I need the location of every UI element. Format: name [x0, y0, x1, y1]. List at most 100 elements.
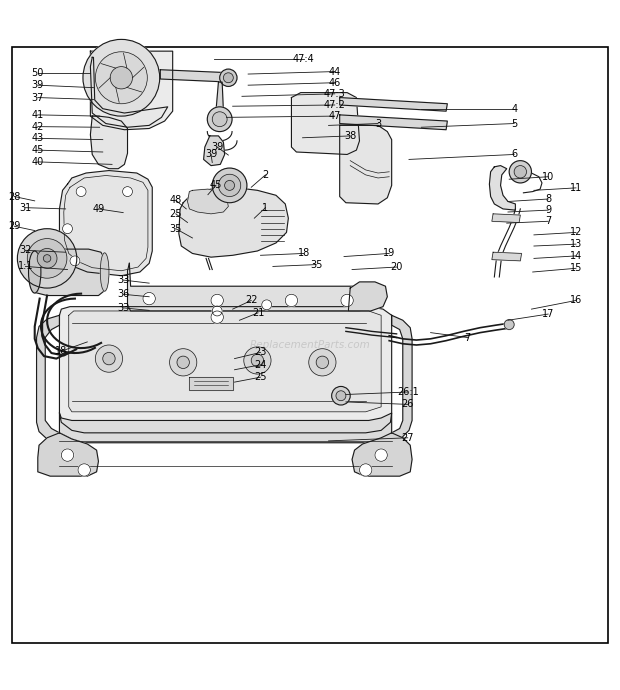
Text: 47:2: 47:2 — [324, 100, 346, 110]
Text: 42: 42 — [32, 121, 44, 132]
Text: 45: 45 — [32, 145, 44, 155]
Polygon shape — [352, 433, 412, 476]
Polygon shape — [179, 187, 288, 257]
Text: 26: 26 — [402, 400, 414, 409]
Text: 6: 6 — [511, 150, 517, 159]
Text: 16: 16 — [570, 295, 582, 306]
Polygon shape — [492, 214, 520, 222]
Polygon shape — [203, 136, 224, 166]
Polygon shape — [60, 413, 392, 443]
Text: 50: 50 — [32, 68, 44, 78]
Circle shape — [309, 348, 336, 376]
Circle shape — [375, 449, 388, 462]
Text: 19: 19 — [383, 248, 396, 259]
Circle shape — [95, 52, 148, 104]
Text: 47:3: 47:3 — [324, 89, 345, 99]
Circle shape — [212, 306, 222, 316]
Text: 24: 24 — [254, 359, 267, 370]
Circle shape — [211, 311, 223, 324]
Text: 11: 11 — [570, 183, 582, 193]
Circle shape — [212, 112, 227, 127]
Text: 28: 28 — [8, 192, 20, 201]
Text: 47:4: 47:4 — [293, 55, 315, 64]
Text: 9: 9 — [545, 205, 551, 215]
Text: 29: 29 — [8, 221, 20, 231]
Circle shape — [224, 181, 234, 190]
Text: 39: 39 — [211, 142, 223, 152]
Polygon shape — [340, 115, 448, 130]
Ellipse shape — [29, 251, 41, 293]
Circle shape — [316, 356, 329, 368]
Circle shape — [336, 391, 346, 401]
Polygon shape — [60, 170, 153, 276]
Circle shape — [262, 300, 272, 310]
Circle shape — [244, 347, 271, 374]
Polygon shape — [348, 282, 388, 311]
Text: 1:1: 1:1 — [18, 262, 33, 271]
Text: 12: 12 — [570, 228, 582, 237]
Circle shape — [70, 256, 80, 266]
Text: 37: 37 — [32, 92, 44, 103]
Text: 3: 3 — [375, 119, 381, 128]
Circle shape — [143, 293, 156, 305]
Circle shape — [95, 345, 123, 372]
Circle shape — [211, 294, 223, 306]
Text: 33: 33 — [117, 303, 130, 313]
Circle shape — [285, 294, 298, 306]
Polygon shape — [392, 315, 412, 443]
Text: 39: 39 — [32, 80, 44, 90]
Text: 4: 4 — [511, 104, 517, 114]
Text: 5: 5 — [511, 119, 517, 128]
Text: 25: 25 — [169, 209, 182, 219]
Text: 2: 2 — [262, 170, 268, 180]
Text: 18: 18 — [298, 248, 310, 259]
Circle shape — [218, 175, 241, 197]
Text: 15: 15 — [570, 264, 582, 273]
Text: 14: 14 — [570, 251, 582, 261]
Polygon shape — [216, 82, 223, 116]
Circle shape — [83, 39, 160, 116]
Text: ReplacementParts.com: ReplacementParts.com — [250, 340, 370, 350]
Text: 36: 36 — [117, 289, 130, 299]
Text: 26:1: 26:1 — [397, 387, 419, 397]
Circle shape — [37, 248, 57, 268]
Polygon shape — [91, 51, 172, 130]
Polygon shape — [189, 377, 232, 390]
Text: 8: 8 — [545, 194, 551, 204]
Text: 39: 39 — [205, 150, 217, 159]
Text: 18: 18 — [55, 346, 68, 356]
Polygon shape — [187, 189, 228, 214]
Text: 44: 44 — [329, 66, 341, 77]
Circle shape — [341, 294, 353, 306]
Circle shape — [76, 186, 86, 197]
Text: 45: 45 — [210, 180, 222, 190]
Polygon shape — [340, 126, 392, 204]
Circle shape — [103, 353, 115, 365]
Polygon shape — [38, 433, 99, 476]
Polygon shape — [340, 97, 448, 111]
Polygon shape — [128, 264, 373, 311]
Polygon shape — [91, 116, 128, 168]
Text: 27: 27 — [402, 433, 414, 443]
Text: 40: 40 — [32, 157, 44, 167]
Polygon shape — [37, 315, 60, 443]
Text: 7: 7 — [545, 216, 551, 226]
Circle shape — [504, 319, 514, 330]
Text: 32: 32 — [19, 246, 32, 255]
Circle shape — [251, 354, 264, 366]
Text: 35: 35 — [310, 259, 322, 270]
Circle shape — [509, 161, 531, 183]
Text: 46: 46 — [329, 78, 341, 88]
Circle shape — [27, 239, 67, 278]
Circle shape — [207, 107, 232, 132]
Polygon shape — [91, 57, 168, 127]
Circle shape — [123, 186, 133, 197]
Polygon shape — [489, 166, 515, 210]
Circle shape — [514, 166, 526, 178]
Text: 17: 17 — [542, 309, 554, 319]
Circle shape — [360, 464, 372, 476]
Circle shape — [332, 386, 350, 405]
Text: 23: 23 — [254, 348, 267, 357]
Text: 7: 7 — [464, 333, 471, 342]
Circle shape — [223, 73, 233, 83]
